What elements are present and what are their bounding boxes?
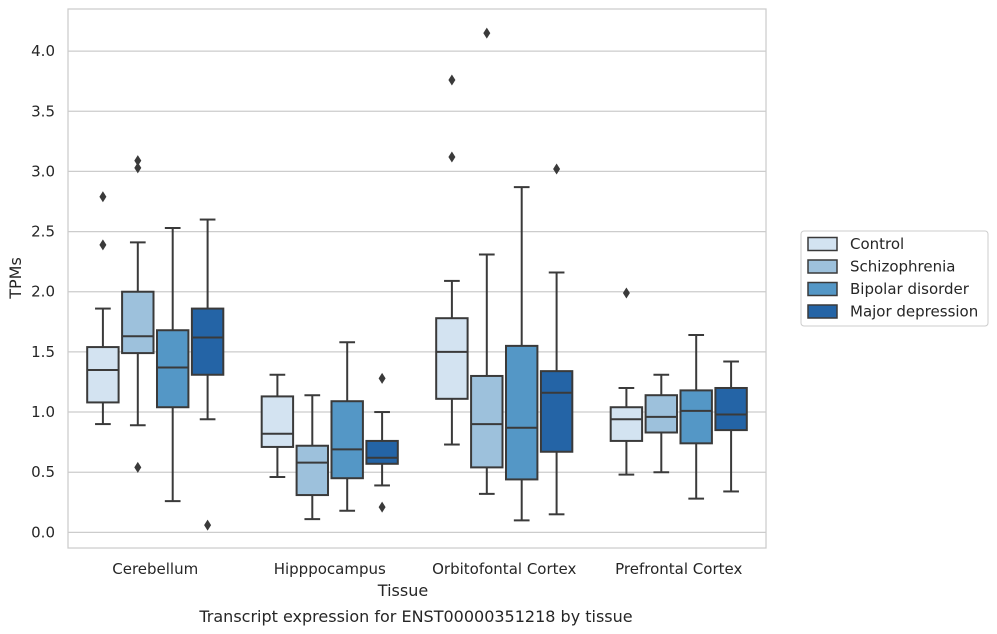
box-schizophrenia xyxy=(121,155,155,473)
outlier-point xyxy=(134,155,142,167)
outlier-point xyxy=(99,191,107,203)
x-tick-label: Orbitofontal Cortex xyxy=(432,560,576,578)
box-body xyxy=(330,400,364,480)
legend-swatch xyxy=(807,281,838,297)
y-tick-label: 3.5 xyxy=(31,102,55,120)
box-bipolar-disorder xyxy=(155,226,190,503)
legend-label: Schizophrenia xyxy=(850,258,955,276)
y-tick-label: 3.0 xyxy=(31,162,55,180)
legend-swatch xyxy=(807,236,838,252)
box-body xyxy=(260,395,295,448)
box-body xyxy=(155,329,190,409)
legend-label: Control xyxy=(850,235,904,253)
outlier-point xyxy=(99,239,107,251)
box-major-depression xyxy=(365,372,399,513)
legend: Control Schizophrenia Bipolar disorder Majo… xyxy=(800,230,989,327)
outlier-point xyxy=(378,501,386,513)
outlier-point xyxy=(448,74,456,86)
box-body xyxy=(121,290,155,355)
box-major-depression xyxy=(714,360,748,493)
y-tick-label: 2.5 xyxy=(31,223,55,241)
x-tick-label: Prefrontal Cortex xyxy=(615,560,742,578)
box-body xyxy=(470,374,504,469)
box-body xyxy=(539,370,574,453)
outlier-point xyxy=(378,372,386,384)
plot-frame xyxy=(67,8,767,549)
outlier-point xyxy=(448,151,456,163)
x-tick-label: Hipppocampus xyxy=(274,560,386,578)
outlier-point xyxy=(204,519,212,531)
x-axis-label: Tissue xyxy=(377,581,428,600)
box-body xyxy=(435,317,469,400)
x-tick-label: Cerebellum xyxy=(112,560,198,578)
legend-label: Major depression xyxy=(850,303,978,321)
legend-swatch xyxy=(807,304,838,319)
box-bipolar-disorder xyxy=(504,186,539,522)
x-axis-ticks: Cerebellum Hipppocampus Orbitofontal Corte… xyxy=(112,560,742,578)
outlier-point xyxy=(134,461,142,473)
box-schizophrenia xyxy=(644,373,679,474)
outlier-point xyxy=(134,162,142,174)
box-bipolar-disorder xyxy=(330,341,364,512)
box-schizophrenia xyxy=(470,27,504,495)
y-axis-ticks: 0.0 0.5 1.0 1.5 2.0 2.5 3.0 3.5 4.0 xyxy=(31,42,55,541)
y-tick-label: 0.5 xyxy=(31,463,55,481)
outlier-point xyxy=(622,287,630,299)
box-schizophrenia xyxy=(295,394,330,521)
legend-swatch xyxy=(807,259,838,274)
outlier-point xyxy=(553,163,561,175)
box-body xyxy=(365,439,399,465)
box-body xyxy=(86,346,120,404)
box-control xyxy=(609,287,644,476)
box-body xyxy=(295,444,330,497)
y-tick-label: 2.0 xyxy=(31,283,55,301)
box-major-depression xyxy=(539,163,574,516)
legend-label: Bipolar disorder xyxy=(850,280,970,298)
outlier-point xyxy=(483,27,491,39)
box-body xyxy=(190,307,225,376)
box-control xyxy=(86,191,120,426)
box-body xyxy=(609,406,644,442)
y-axis-label: TPMs xyxy=(6,257,25,300)
box-bipolar-disorder xyxy=(679,334,713,500)
box-control xyxy=(435,74,469,446)
box-control xyxy=(260,373,295,479)
chart-caption: Transcript expression for ENST0000035121… xyxy=(198,607,632,626)
y-tick-label: 0.0 xyxy=(31,523,55,541)
y-tick-label: 4.0 xyxy=(31,42,55,60)
box-major-depression xyxy=(190,218,225,531)
box-body xyxy=(644,394,679,434)
box-body xyxy=(714,386,748,432)
y-tick-label: 1.0 xyxy=(31,403,55,421)
box-body xyxy=(504,344,539,481)
box-body xyxy=(679,389,713,445)
legend-frame xyxy=(800,230,989,327)
boxes xyxy=(86,27,748,531)
y-tick-label: 1.5 xyxy=(31,343,55,361)
